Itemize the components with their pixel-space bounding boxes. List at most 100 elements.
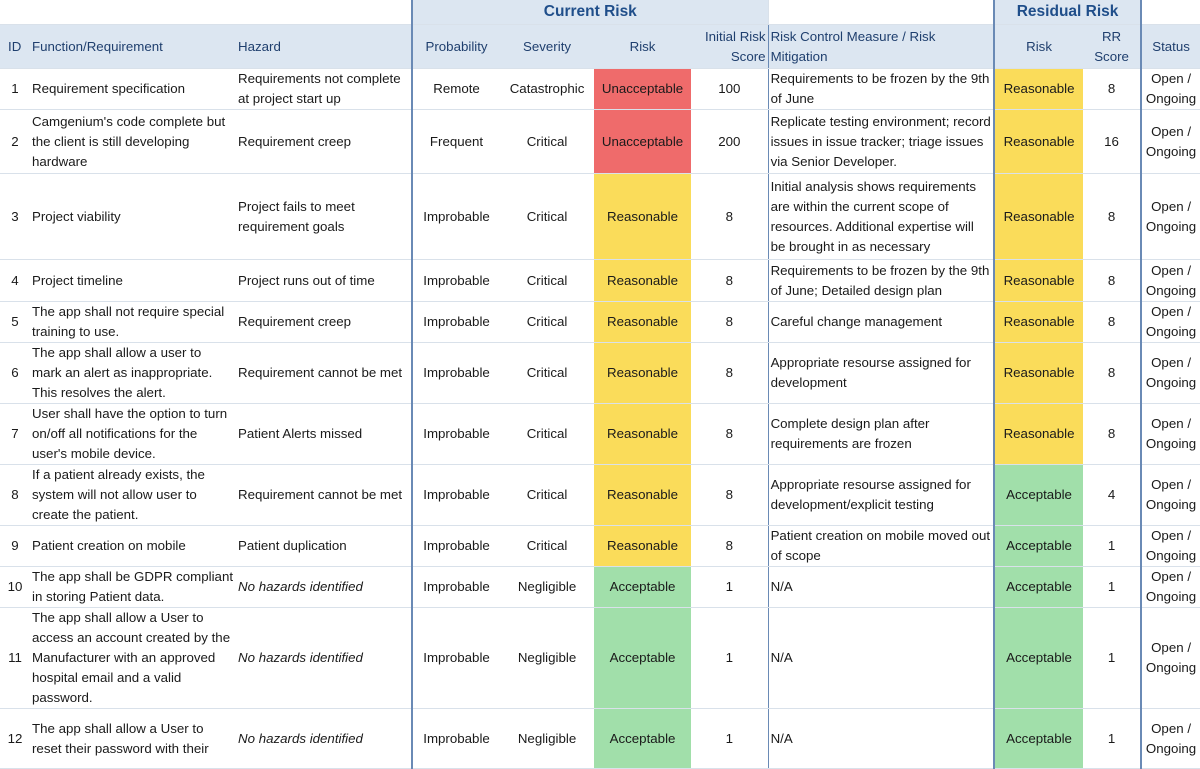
table-row: 7 User shall have the option to turn on/…: [0, 403, 1200, 465]
cell-severity: Negligible: [500, 708, 595, 769]
col-header-hazard: Hazard: [236, 24, 413, 69]
cell-residual-risk: Reasonable: [993, 342, 1084, 404]
cell-rr-score: 4: [1083, 464, 1143, 526]
col-header-rr-score: RR Score: [1083, 24, 1143, 69]
cell-probability: Improbable: [411, 403, 501, 465]
cell-hazard: Requirement cannot be met: [236, 342, 413, 404]
cell-initial-score: 200: [691, 109, 769, 174]
cell-initial-score: 8: [691, 173, 769, 260]
cell-control: N/A: [767, 607, 995, 709]
cell-control: Replicate testing environment; record is…: [767, 109, 995, 174]
cell-id: 9: [0, 525, 30, 567]
cell-severity: Critical: [500, 342, 595, 404]
cell-control: N/A: [767, 708, 995, 769]
col-header-rr-line1: RR: [1101, 28, 1122, 44]
cell-initial-score: 8: [691, 259, 769, 302]
col-header-initial-score-line1: Initial Risk: [704, 28, 766, 44]
col-header-probability: Probability: [411, 24, 501, 69]
col-header-severity: Severity: [500, 24, 595, 69]
cell-residual-risk: Reasonable: [993, 173, 1084, 260]
cell-risk: Reasonable: [594, 342, 692, 404]
cell-hazard: Project runs out of time: [236, 259, 413, 302]
col-header-control-line1: Risk Control Measure / Risk: [770, 28, 936, 44]
cell-initial-score: 1: [691, 566, 769, 608]
cell-risk: Acceptable: [594, 708, 692, 769]
cell-function: Requirement specification: [30, 68, 236, 110]
cell-status: Open / Ongoing: [1141, 259, 1200, 302]
cell-initial-score: 100: [691, 68, 769, 110]
cell-hazard: Requirement cannot be met: [236, 464, 413, 526]
cell-risk: Acceptable: [594, 566, 692, 608]
table-row: 2 Camgenium's code complete but the clie…: [0, 109, 1200, 174]
cell-rr-score: 1: [1083, 607, 1143, 709]
cell-probability: Frequent: [411, 109, 501, 174]
cell-residual-risk: Reasonable: [993, 301, 1084, 343]
cell-residual-risk: Reasonable: [993, 259, 1084, 302]
column-header-row: ID Function/Requirement Hazard Probabili…: [0, 24, 1200, 69]
cell-function: Project timeline: [30, 259, 236, 302]
cell-id: 12: [0, 708, 30, 769]
cell-rr-score: 8: [1083, 301, 1143, 343]
cell-function: Project viability: [30, 173, 236, 260]
cell-id: 10: [0, 566, 30, 608]
cell-status: Open / Ongoing: [1141, 109, 1200, 174]
table-row: 4 Project timeline Project runs out of t…: [0, 259, 1200, 302]
cell-severity: Catastrophic: [500, 68, 595, 110]
cell-control: Appropriate resourse assigned for develo…: [767, 342, 995, 404]
cell-risk: Reasonable: [594, 403, 692, 465]
cell-residual-risk: Reasonable: [993, 403, 1084, 465]
cell-function: The app shall allow a User to reset thei…: [30, 708, 236, 769]
cell-risk: Reasonable: [594, 525, 692, 567]
cell-id: 1: [0, 68, 30, 110]
cell-risk: Reasonable: [594, 259, 692, 302]
table-row: 5 The app shall not require special trai…: [0, 301, 1200, 343]
cell-probability: Improbable: [411, 566, 501, 608]
cell-risk: Unacceptable: [594, 68, 692, 110]
cell-function: Camgenium's code complete but the client…: [30, 109, 236, 174]
cell-severity: Critical: [500, 525, 595, 567]
col-header-status: Status: [1141, 24, 1200, 69]
cell-initial-score: 8: [691, 342, 769, 404]
cell-risk: Acceptable: [594, 607, 692, 709]
cell-function: The app shall not require special traini…: [30, 301, 236, 343]
cell-rr-score: 8: [1083, 173, 1143, 260]
cell-id: 7: [0, 403, 30, 465]
cell-hazard: No hazards identified: [236, 607, 413, 709]
cell-rr-score: 1: [1083, 566, 1143, 608]
cell-hazard: Requirement creep: [236, 109, 413, 174]
cell-severity: Critical: [500, 403, 595, 465]
cell-residual-risk: Reasonable: [993, 109, 1084, 174]
cell-function: Patient creation on mobile: [30, 525, 236, 567]
cell-residual-risk: Acceptable: [993, 464, 1084, 526]
cell-id: 2: [0, 109, 30, 174]
col-header-rr-line2: Score: [1094, 48, 1129, 64]
cell-status: Open / Ongoing: [1141, 68, 1200, 110]
cell-rr-score: 8: [1083, 342, 1143, 404]
col-header-initial-score: Initial Risk Score: [691, 24, 769, 69]
cell-id: 6: [0, 342, 30, 404]
cell-probability: Improbable: [411, 301, 501, 343]
cell-rr-score: 8: [1083, 259, 1143, 302]
cell-initial-score: 8: [691, 301, 769, 343]
cell-control: Appropriate resourse assigned for develo…: [767, 464, 995, 526]
cell-initial-score: 8: [691, 403, 769, 465]
cell-function: If a patient already exists, the system …: [30, 464, 236, 526]
cell-risk: Unacceptable: [594, 109, 692, 174]
table-row: 12 The app shall allow a User to reset t…: [0, 708, 1200, 769]
cell-id: 8: [0, 464, 30, 526]
cell-residual-risk: Acceptable: [993, 607, 1084, 709]
cell-status: Open / Ongoing: [1141, 464, 1200, 526]
cell-status: Open / Ongoing: [1141, 708, 1200, 769]
current-risk-group-header: Current Risk: [411, 0, 769, 25]
cell-status: Open / Ongoing: [1141, 301, 1200, 343]
cell-residual-risk: Acceptable: [993, 525, 1084, 567]
cell-hazard: No hazards identified: [236, 708, 413, 769]
cell-rr-score: 16: [1083, 109, 1143, 174]
cell-severity: Critical: [500, 464, 595, 526]
cell-function: The app shall allow a user to mark an al…: [30, 342, 236, 404]
table-row: 3 Project viability Project fails to mee…: [0, 173, 1200, 260]
status-group-blank: [1141, 0, 1200, 25]
cell-id: 3: [0, 173, 30, 260]
cell-hazard: Requirements not complete at project sta…: [236, 68, 413, 110]
control-group-blank: [767, 0, 995, 25]
